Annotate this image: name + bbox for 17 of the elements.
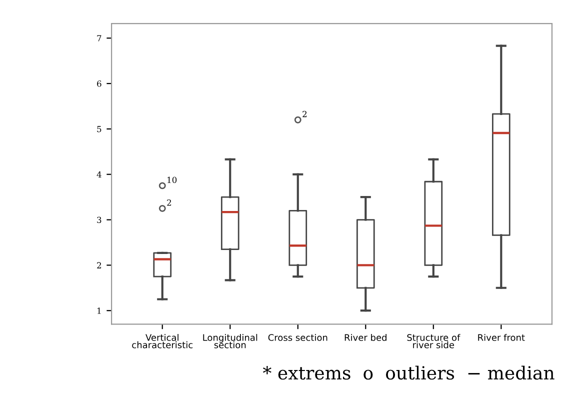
y-tick-label: 4	[96, 171, 102, 178]
annotation: 2	[302, 110, 307, 118]
text: * extrems o outliers − median	[262, 366, 554, 380]
y-tick-label: 2	[97, 262, 101, 268]
x-tick-label: Structure of river side	[407, 334, 460, 348]
y-tick-label: 3	[97, 216, 102, 224]
y-tick-label: 5	[97, 126, 102, 132]
y-tick-label: 7	[97, 35, 102, 42]
x-tick-label: Vertical characteristic	[132, 334, 193, 348]
annotation: 2	[167, 199, 172, 206]
annotation: 10	[168, 176, 177, 184]
x-tick-label: River bed	[344, 334, 386, 341]
y-tick-label: 1	[98, 308, 101, 314]
x-tick-label: Cross section	[268, 334, 328, 341]
x-tick-label: River front	[478, 334, 525, 341]
y-tick-label: 6	[97, 80, 102, 87]
x-tick-label: Longitudinal section	[203, 334, 258, 348]
